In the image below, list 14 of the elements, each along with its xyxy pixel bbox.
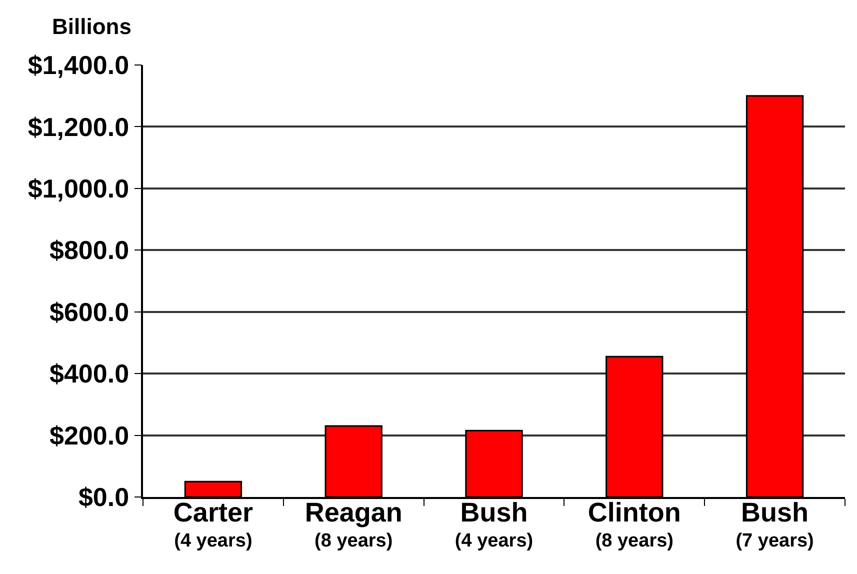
y-tick-label: $0.0 (78, 482, 130, 512)
x-tick-label: Bush (7 years) (736, 498, 814, 552)
x-tick-label: Bush (4 years) (454, 498, 534, 552)
y-tick-label: $1,400.0 (28, 50, 130, 80)
x-tick-label: Clinton (8 years) (588, 498, 681, 552)
y-tick-label: $1,000.0 (28, 174, 130, 204)
y-tick-label: $800.0 (50, 235, 130, 266)
y-tick-label: $400.0 (50, 358, 130, 389)
y-tick-label: $200.0 (50, 420, 130, 450)
y-axis-title: Billions (52, 14, 132, 39)
x-tick-label: Reagan (8 years) (304, 498, 402, 552)
x-tick-label: Carter (4 years) (173, 498, 254, 552)
y-tick-label: $1,200.0 (28, 112, 130, 142)
y-tick-label: $600.0 (50, 296, 130, 327)
